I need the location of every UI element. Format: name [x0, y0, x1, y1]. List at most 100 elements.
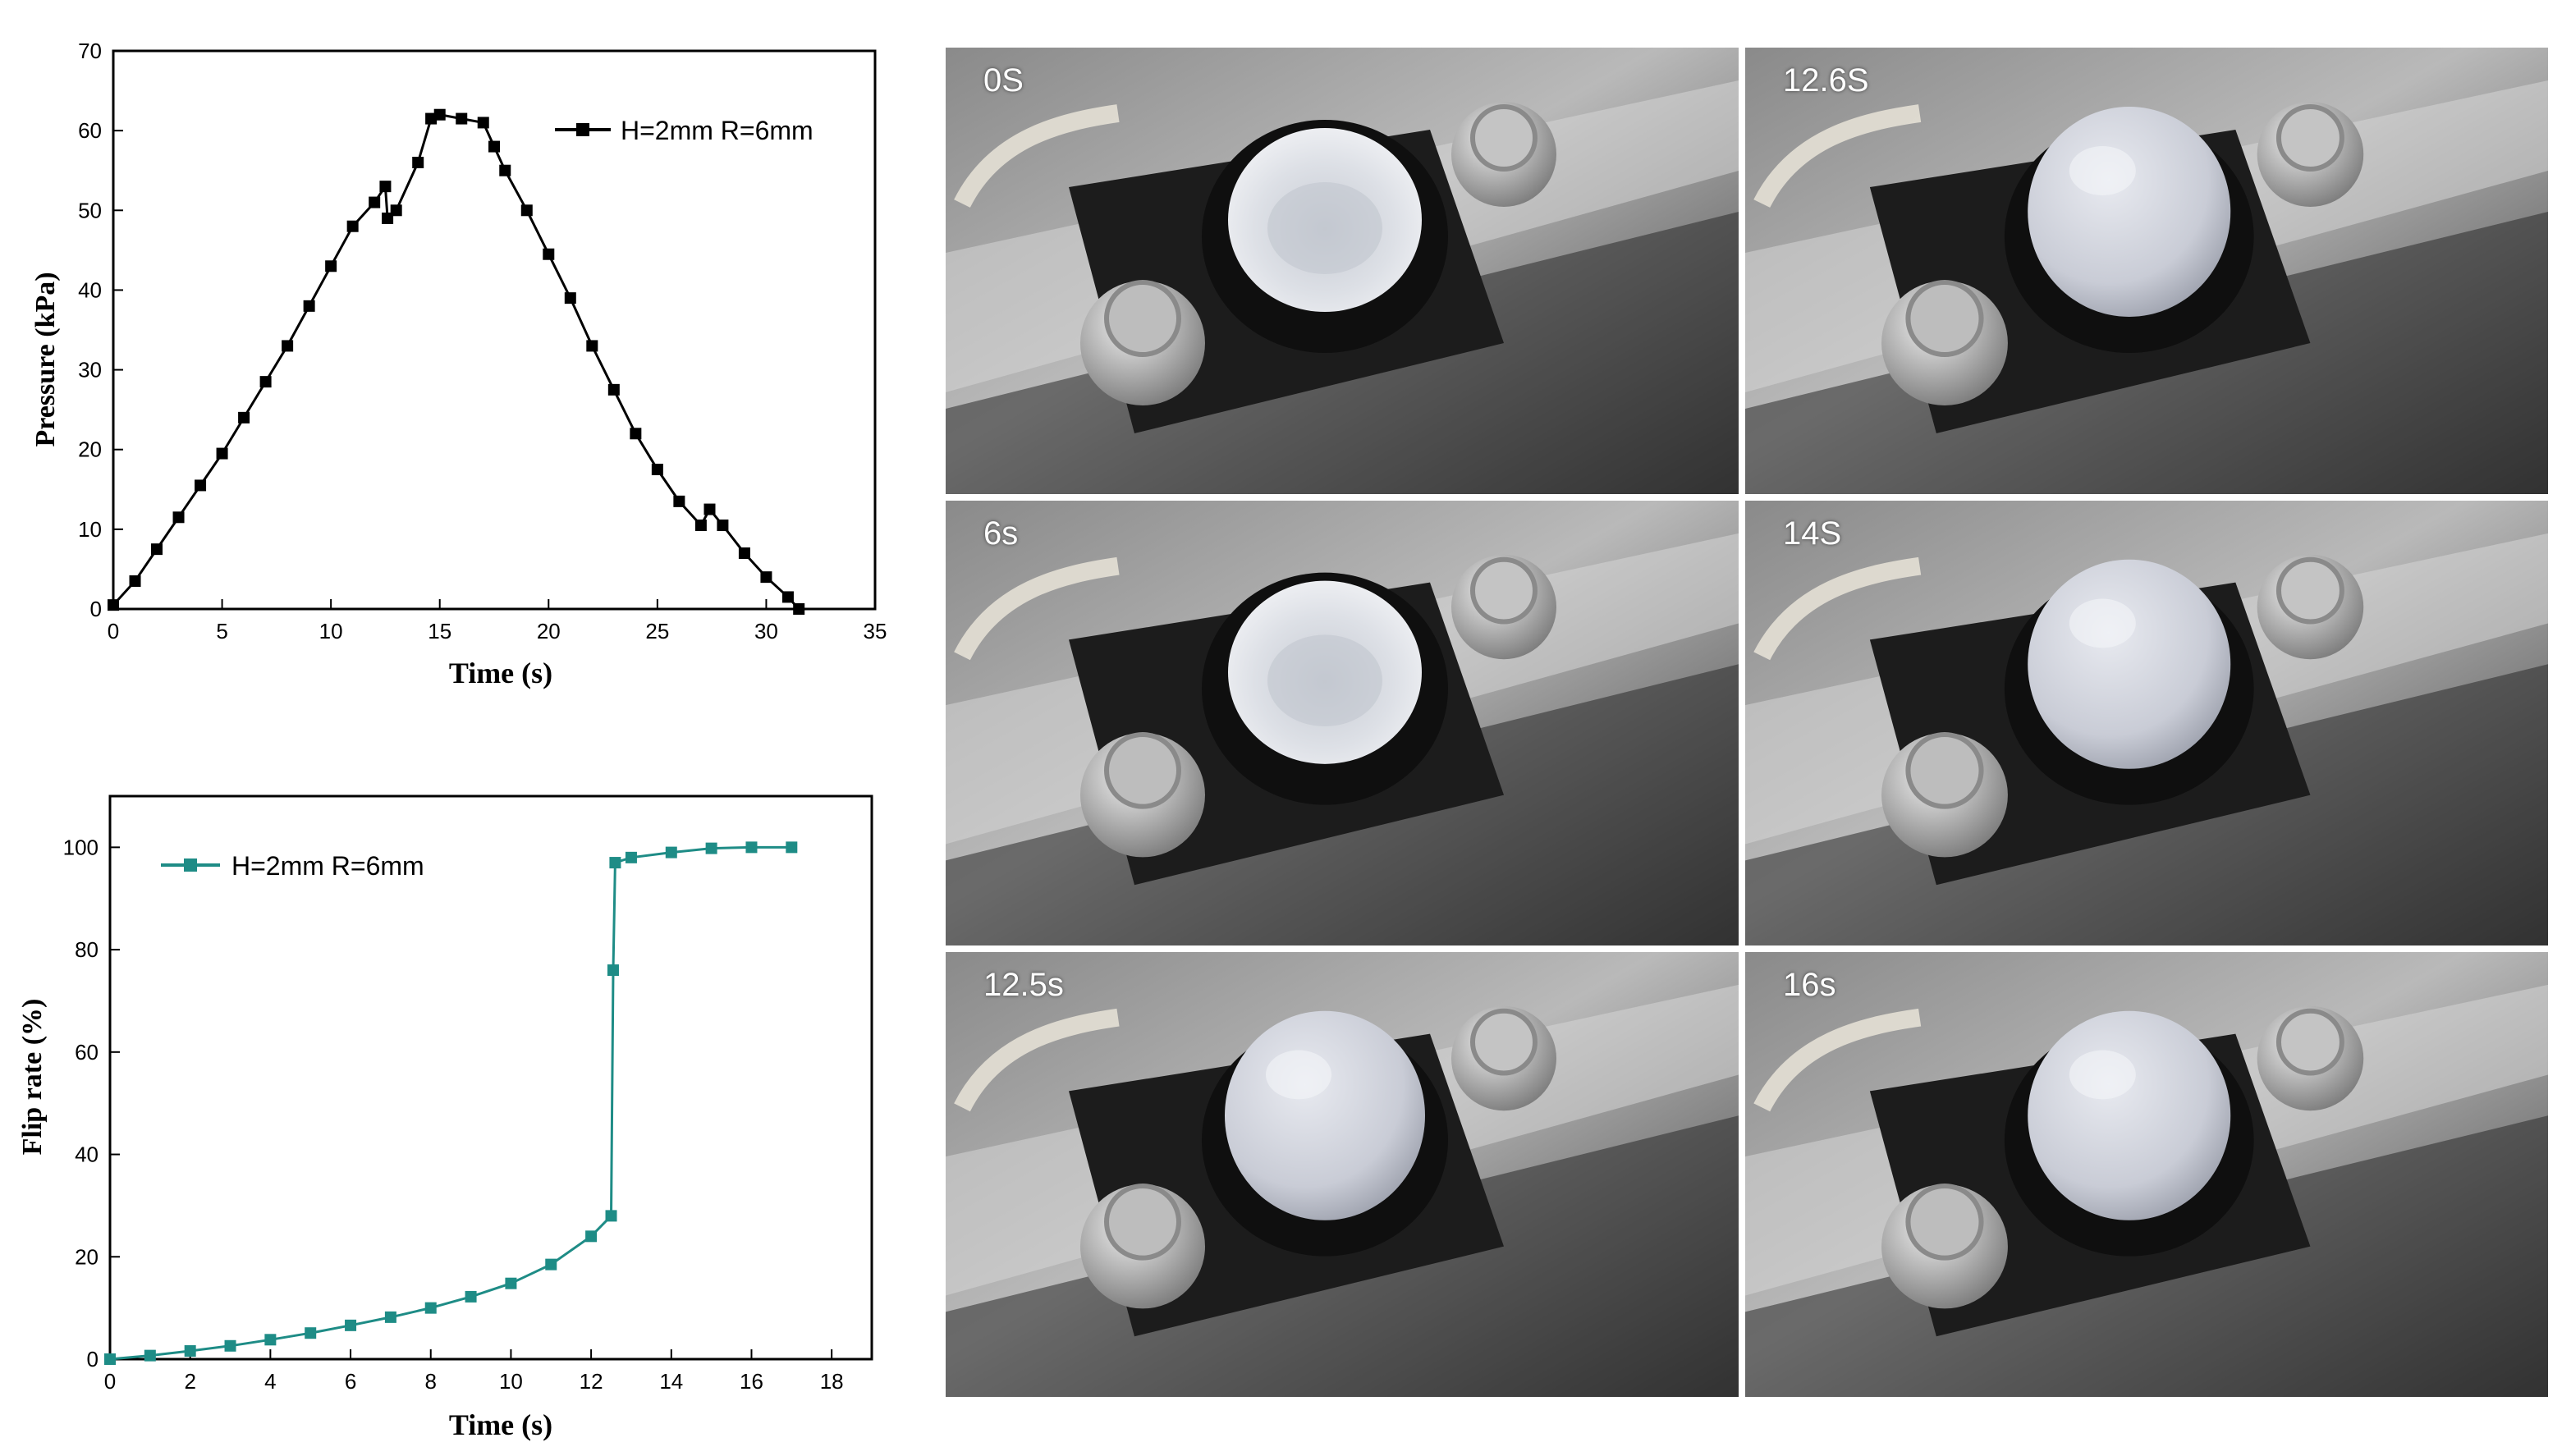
data-point — [303, 300, 315, 312]
flip-rate-tick-group: 0 2 4 6 8 10 12 14 16 18 0 20 40 60 80 100 — [63, 835, 844, 1394]
y-tick-label: 10 — [78, 517, 102, 542]
data-point — [605, 1210, 617, 1222]
y-tick-label: 40 — [75, 1142, 99, 1167]
y-tick-label: 80 — [75, 937, 99, 962]
series-line — [112, 113, 800, 611]
data-point — [390, 204, 402, 217]
data-point — [264, 1334, 277, 1346]
pressure-y-axis-label: Pressure (kPa) — [30, 272, 61, 446]
x-tick-label: 35 — [864, 619, 887, 643]
data-point — [144, 1349, 156, 1362]
data-point — [545, 1258, 557, 1271]
photo-panel-12-6s: 12.6S — [1745, 48, 2548, 494]
data-point — [673, 495, 685, 507]
data-point — [151, 543, 163, 556]
data-point — [760, 571, 772, 584]
pressure-tick-group: 0 5 10 15 20 25 30 35 0 10 20 30 40 50 60 70 — [78, 39, 887, 643]
x-tick-label: 5 — [216, 619, 227, 643]
photo-time-label: 0S — [983, 62, 1024, 98]
x-tick-label: 25 — [645, 619, 669, 643]
data-point — [564, 292, 576, 304]
data-point — [238, 411, 250, 424]
photo-panel-0s: 0S — [946, 48, 1739, 494]
data-point — [505, 1277, 517, 1289]
data-point — [609, 857, 621, 869]
data-point — [172, 511, 185, 524]
y-tick-label: 70 — [78, 39, 102, 63]
y-tick-label: 0 — [90, 597, 102, 621]
data-point — [781, 591, 794, 603]
data-point — [305, 1327, 317, 1339]
photo-panel-14s: 14S — [1745, 501, 2548, 945]
data-point — [216, 447, 228, 460]
x-tick-label: 16 — [740, 1369, 763, 1394]
y-tick-label: 100 — [63, 835, 99, 859]
data-point — [224, 1339, 236, 1352]
pressure-legend-label: H=2mm R=6mm — [621, 116, 813, 145]
data-point — [382, 213, 394, 224]
data-point — [184, 1345, 196, 1358]
data-point — [703, 503, 716, 515]
photo-panel-16s: 16s — [1745, 952, 2548, 1397]
x-tick-label: 2 — [184, 1369, 195, 1394]
x-tick-label: 30 — [754, 619, 778, 643]
x-tick-label: 10 — [499, 1369, 523, 1394]
data-point — [793, 603, 805, 615]
photo-time-label: 6s — [983, 515, 1019, 552]
data-point — [346, 220, 359, 232]
data-point — [586, 340, 598, 352]
data-point — [786, 841, 798, 854]
y-tick-label: 30 — [78, 358, 102, 382]
photo-time-label: 12.5s — [983, 967, 1064, 1003]
data-point — [456, 112, 468, 125]
photo-time-label: 12.6S — [1783, 62, 1869, 98]
data-point — [259, 376, 272, 388]
y-tick-label: 0 — [87, 1347, 99, 1371]
data-point — [651, 464, 663, 475]
y-tick-label: 20 — [78, 437, 102, 462]
photo-scene — [946, 952, 1739, 1397]
flip-rate-x-axis-label: Time (s) — [449, 1408, 552, 1441]
data-point — [108, 599, 119, 611]
data-point — [499, 164, 511, 176]
data-point — [195, 479, 207, 492]
x-tick-label: 4 — [264, 1369, 276, 1394]
data-point — [745, 841, 758, 854]
photo-panel-12-5s: 12.5s — [946, 952, 1739, 1397]
data-point — [585, 1230, 598, 1243]
x-tick-label: 20 — [537, 619, 561, 643]
data-point — [433, 108, 446, 121]
photo-time-label: 14S — [1783, 515, 1842, 552]
data-point — [717, 520, 729, 531]
pressure-plot-frame — [112, 49, 877, 611]
data-point — [424, 1302, 437, 1314]
data-point — [325, 260, 337, 272]
flip-rate-y-axis-label: Flip rate (%) — [17, 999, 48, 1156]
data-point — [379, 181, 392, 193]
data-point — [412, 157, 424, 168]
flip-rate-legend: H=2mm R=6mm — [161, 851, 424, 881]
data-point — [607, 964, 619, 977]
data-point — [705, 842, 717, 854]
series-line — [109, 845, 792, 1361]
data-point — [384, 1311, 396, 1323]
x-tick-label: 14 — [659, 1369, 683, 1394]
x-tick-label: 8 — [425, 1369, 437, 1394]
data-point — [694, 520, 707, 531]
y-tick-label: 60 — [75, 1040, 99, 1065]
data-point — [607, 383, 620, 396]
photo-panel-6s: 6s — [946, 501, 1739, 945]
pressure-chart: 0 5 10 15 20 25 30 35 0 10 20 30 40 50 60 70 H=2mm R=6m… — [30, 39, 887, 689]
data-point — [465, 1290, 477, 1303]
data-point — [543, 248, 555, 260]
x-tick-label: 15 — [428, 619, 451, 643]
data-point — [425, 112, 438, 125]
photo-time-label: 16s — [1783, 967, 1836, 1003]
y-tick-label: 60 — [78, 118, 102, 143]
data-point — [282, 340, 294, 352]
x-tick-label: 0 — [104, 1369, 116, 1394]
data-point — [625, 851, 637, 863]
photo-scene — [1745, 501, 2548, 945]
